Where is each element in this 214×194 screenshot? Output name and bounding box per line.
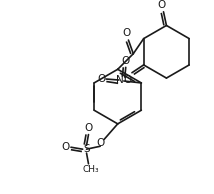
Text: O: O [84,123,93,133]
Text: O: O [158,0,166,10]
Text: CH₃: CH₃ [82,165,99,174]
Text: O: O [122,55,130,66]
Text: O: O [61,142,69,152]
Text: O: O [97,74,106,84]
Text: O: O [123,74,131,85]
Text: O: O [96,138,104,148]
Text: S: S [83,144,90,154]
Text: O: O [122,28,131,38]
Text: N: N [116,75,124,85]
